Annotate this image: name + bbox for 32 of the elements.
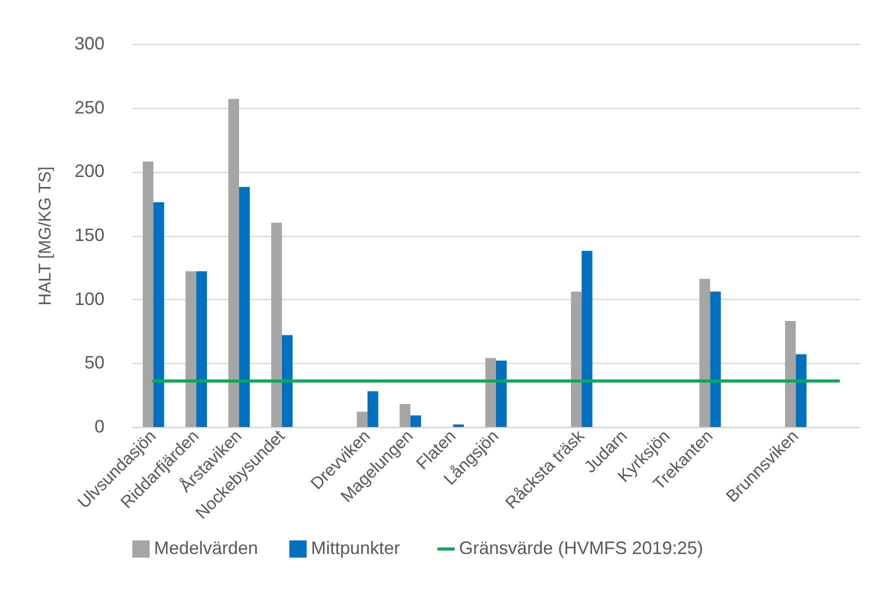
bar [785,321,796,427]
bar [710,292,721,427]
bar [796,354,806,427]
bar [410,416,422,427]
bar [699,278,710,427]
bar [196,271,207,427]
legend-label: Gränsvärde (HVMFS 2019:25) [459,538,704,558]
y-axis-title: HALT [MG/KG TS] [35,166,54,306]
bar [271,222,282,427]
y-tick-label: 300 [74,34,104,54]
bar [239,186,250,427]
bar [485,358,496,427]
bar [496,360,507,427]
legend-label: Medelvärden [154,538,258,558]
y-tick-label: 150 [74,225,104,245]
bar [453,424,464,427]
bar [142,161,154,427]
bar [186,271,196,427]
y-tick-label: 50 [84,352,104,373]
bar [582,250,592,427]
bar [356,412,368,427]
bar [153,202,164,427]
y-tick-label: 250 [74,97,104,118]
y-tick-label: 0 [94,416,104,436]
y-tick-label: 200 [74,161,104,182]
bar [570,292,582,427]
legend-label: Mittpunkter [311,538,400,558]
bar [400,404,410,427]
bar [282,335,293,427]
y-tick-label: 100 [74,288,104,309]
bar [368,391,378,427]
bar [228,98,240,427]
